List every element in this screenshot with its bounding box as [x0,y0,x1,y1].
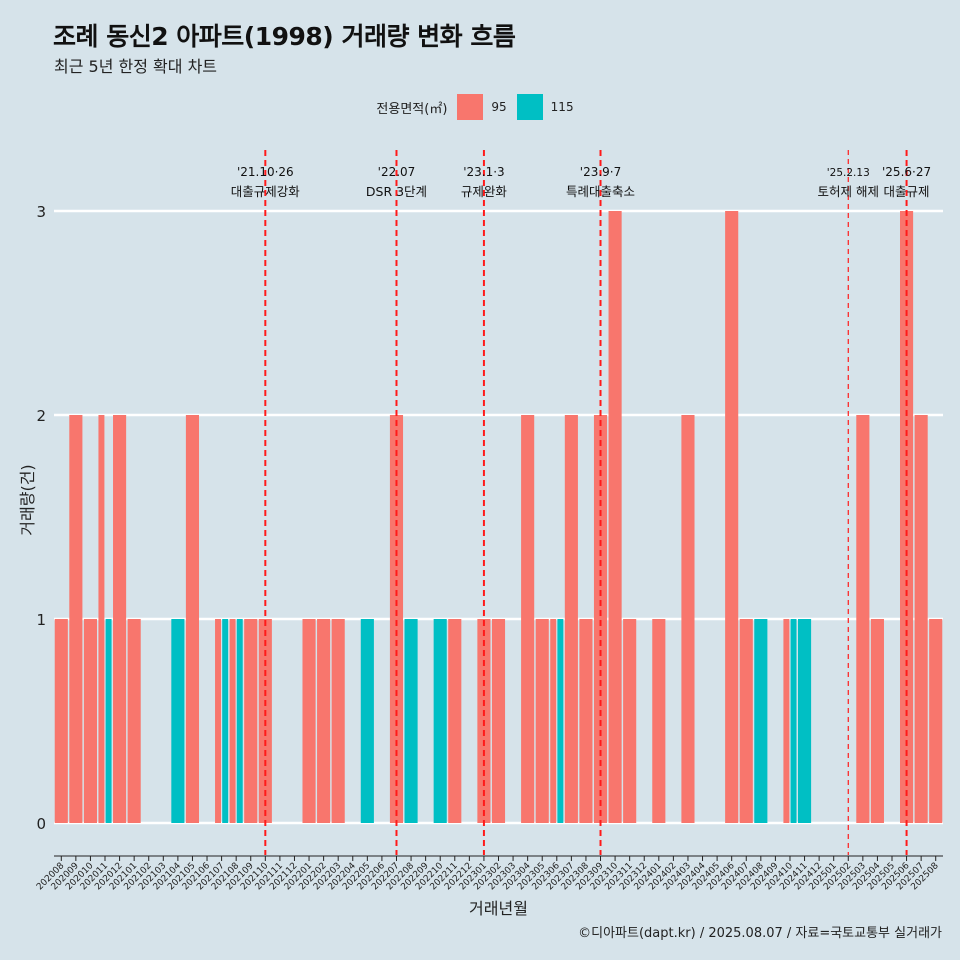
bar-115-202208 [404,619,418,823]
legend-swatch-115 [516,94,543,120]
bar-95-202403 [681,415,695,823]
bar-95-202407 [739,619,753,823]
bar-95-202107 [215,619,221,823]
event-name-label: 특례대출축소 [566,184,635,199]
bar-95-202008 [54,619,68,823]
x-axis-title: 거래년월 [469,899,528,918]
event-date-label: '21.10·26 [237,165,294,179]
bar-95-202406 [725,211,739,823]
event-name-label: DSR 3단계 [366,184,427,199]
bar-95-202201 [302,619,316,823]
bar-95-202211 [448,619,462,823]
bar-95-202009 [69,415,83,823]
bar-95-202307 [564,415,578,823]
event-name-label: 토허제 해제 [818,184,879,199]
event-date-label: '23.1·3 [463,165,504,179]
bar-95-202503 [856,415,870,823]
bar-95-202010 [83,619,97,823]
legend-title: 전용면적(㎡) [376,101,448,117]
bar-115-202205 [360,619,374,823]
bar-95-202504 [870,619,884,823]
bar-95-202305 [535,619,549,823]
bar-115-202107 [222,619,229,823]
legend-label-115: 115 [550,100,574,114]
bar-115-202410 [790,619,797,823]
event-name-label: 규제완화 [461,184,508,199]
y-axis-title: 거래량(건) [18,464,37,535]
bar-95-202310 [608,211,622,823]
event-date-label: '23.9·7 [580,165,621,179]
bar-95-202105 [185,415,200,823]
bar-95-202203 [331,619,345,823]
bar-115-202411 [797,619,812,823]
bar-95-202108 [229,619,236,823]
y-tick-label: 0 [36,815,46,833]
bar-95-202506 [900,211,914,823]
bar-95-202308 [579,619,593,823]
bar-95-202302 [491,619,506,823]
event-name-label: 대출규제강화 [231,184,301,199]
legend-swatch-95 [457,94,484,120]
y-tick-label: 3 [36,203,46,221]
event-date-label: '22.07 [378,165,416,179]
bar-95-202011 [98,415,105,823]
footer-credit: ©디아파트(dapt.kr) / 2025.08.07 / 자료=국토교통부 실… [578,926,942,941]
bar-95-202207 [389,415,404,823]
bar-115-202104 [171,619,185,823]
chart-subtitle: 최근 5년 한정 확대 차트 [54,57,218,76]
legend-label-95: 95 [491,100,507,114]
bar-95-202401 [652,619,666,823]
chart-title: 조례 동신2 아파트(1998) 거래량 변화 흐름 [53,22,516,51]
bar-95-202507 [914,415,928,823]
event-date-label: '25.2.13 [827,167,870,179]
y-tick-label: 1 [36,611,46,629]
bar-115-202011 [105,619,112,823]
event-date-label: '25.6·27 [882,165,931,179]
bar-95-202508 [929,619,943,823]
bar-115-202108 [236,619,243,823]
bar-95-202410 [783,619,790,823]
y-tick-label: 2 [36,407,46,425]
bar-115-202210 [433,619,447,823]
bar-115-202306 [557,619,564,823]
bar-95-202311 [623,619,637,823]
bar-95-202109 [244,619,258,823]
bar-95-202202 [317,619,331,823]
bar-95-202304 [521,415,535,823]
legend: 전용면적(㎡) 95 115 [0,94,960,120]
bar-115-202408 [754,619,768,823]
event-name-label: 대출규제 [884,184,930,199]
bar-95-202101 [127,619,141,823]
bar-95-202012 [113,415,127,823]
bar-95-202309 [593,415,608,823]
bar-95-202306 [550,619,557,823]
